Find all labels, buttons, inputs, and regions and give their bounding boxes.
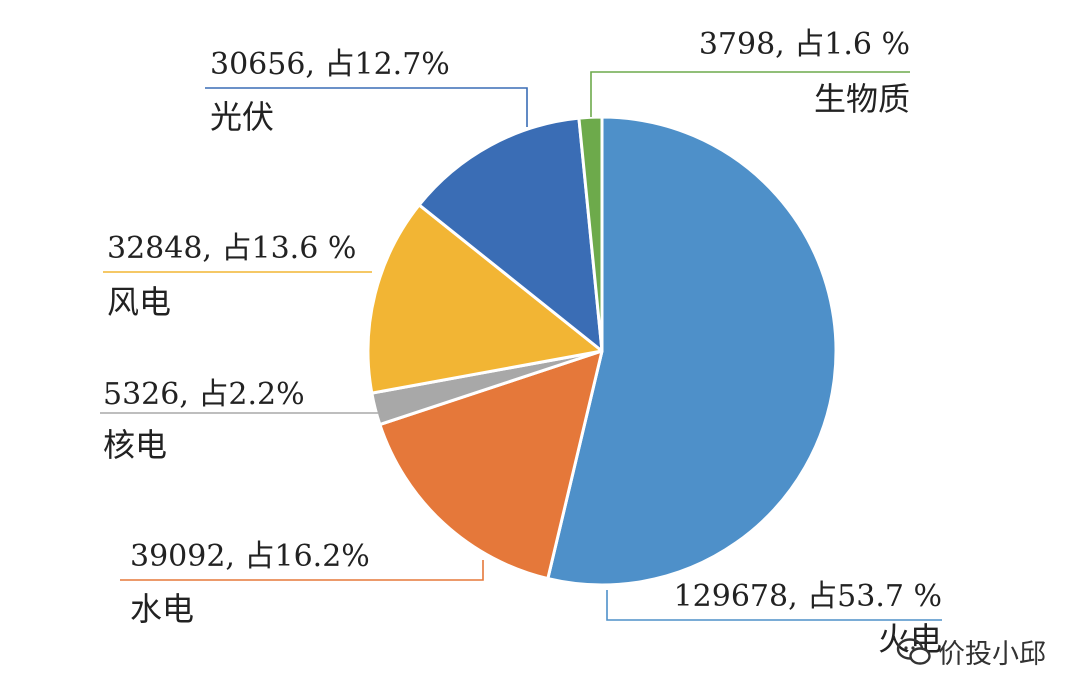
leader-line-thermal — [606, 590, 942, 621]
leader-line-biomass — [590, 71, 910, 117]
category-label-wind: 风电 — [107, 283, 171, 321]
watermark-text: 价投小邱 — [938, 639, 1046, 670]
category-label-hydro: 水电 — [130, 590, 194, 628]
category-label-nuclear: 核电 — [103, 426, 167, 464]
data-label-wind: 32848, 占13.6 % — [107, 231, 356, 266]
pie-slice-biomass — [577, 115, 604, 353]
pie-slice-solar — [417, 116, 604, 353]
wechat-icon — [896, 637, 932, 667]
pie-slice-hydro — [378, 349, 604, 581]
data-label-thermal: 129678, 占53.7 % — [674, 579, 942, 614]
pie-slice-thermal — [546, 115, 838, 587]
data-label-hydro: 39092, 占16.2% — [130, 539, 370, 574]
watermark: 价投小邱 — [896, 632, 1046, 671]
category-label-solar: 光伏 — [210, 98, 274, 136]
leader-line-hydro — [120, 560, 484, 581]
data-label-solar: 30656, 占12.7% — [210, 47, 450, 82]
leader-line-solar — [205, 87, 528, 127]
category-label-biomass: 生物质 — [814, 80, 910, 118]
data-label-nuclear: 5326, 占2.2% — [103, 377, 305, 412]
data-label-biomass: 3798, 占1.6 % — [699, 27, 910, 62]
pie-slice-wind — [366, 203, 604, 395]
